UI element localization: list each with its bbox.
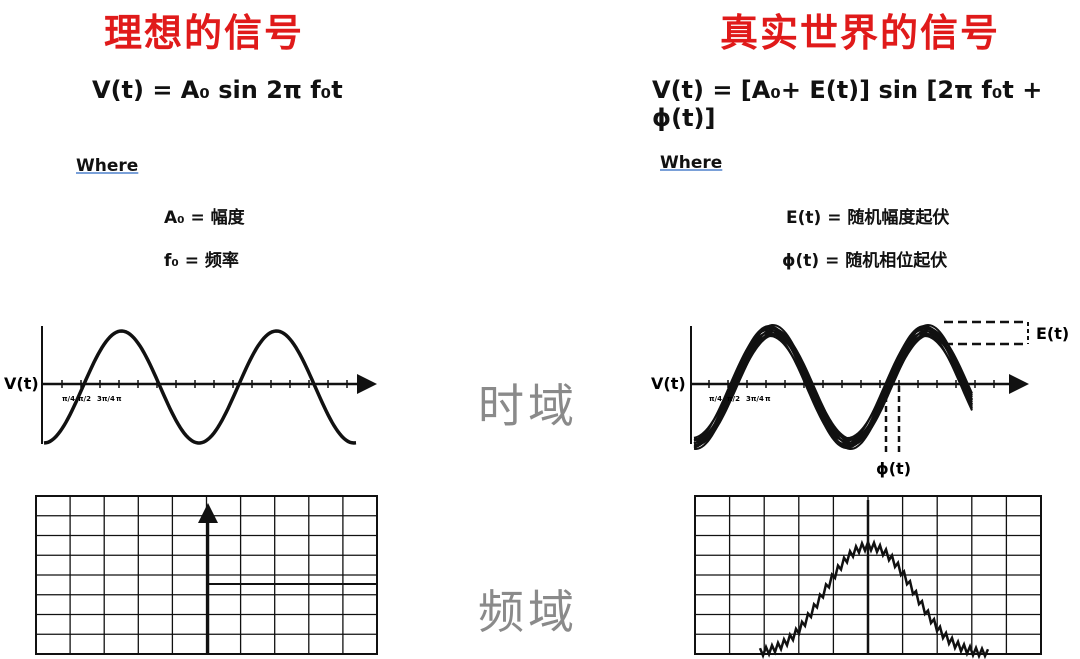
phase-noise-label: ϕ(t) [876, 459, 911, 478]
noisy-sine-trace-11 [693, 329, 973, 445]
time-domain-label: 时域 [478, 379, 578, 433]
right-y-axis-label: V(t) [651, 374, 686, 393]
right-tick-label-4: π [765, 395, 771, 403]
right-noisy-sine-bundle [693, 323, 973, 451]
left-where-label: Where [76, 156, 139, 176]
left-freq-grid [36, 496, 377, 654]
right-tick-label-3: 3π/4 [746, 395, 764, 403]
right-freq-plot [694, 495, 1042, 659]
right-tick-label-2: π/2 [727, 395, 740, 403]
right-def-phase-noise: ϕ(t) = 随机相位起伏 [782, 251, 948, 271]
left-y-axis-label: V(t) [4, 374, 39, 393]
left-tick-label-3: 3π/4 [97, 395, 115, 403]
right-where-label: Where [660, 153, 723, 173]
left-time-plot: V(t) π/4 π/2 3π/4 π [4, 326, 377, 445]
left-tick-label-4: π [116, 395, 122, 403]
noisy-sine-trace-10 [693, 325, 973, 449]
left-tick-label-2: π/2 [78, 395, 91, 403]
left-def-amplitude: A₀ = 幅度 [164, 208, 245, 228]
right-time-ticks [708, 380, 995, 388]
right-noise-spectrum [758, 538, 990, 659]
left-ideal-sine-wave [43, 329, 357, 445]
amp-noise-label: E(t) [1036, 324, 1069, 343]
freq-domain-label: 频域 [478, 585, 578, 639]
right-tick-label-1: π/4 [709, 395, 722, 403]
left-time-ticks [61, 380, 348, 388]
left-title: 理想的信号 [104, 11, 305, 55]
left-tick-label-1: π/4 [62, 395, 75, 403]
right-time-plot: E(t) ϕ(t) V(t) π/4 π/2 3π/4 π [651, 320, 1069, 478]
right-def-amplitude-noise: E(t) = 随机幅度起伏 [786, 208, 950, 228]
left-formula: V(t) = A₀ sin 2π f₀t [92, 76, 343, 104]
right-formula: V(t) = [A₀+ E(t)] sin [2π f₀t + ϕ(t)] [652, 76, 1043, 132]
right-title: 真实世界的信号 [720, 11, 1001, 55]
left-def-frequency: f₀ = 频率 [164, 251, 239, 271]
left-freq-plot [35, 495, 378, 655]
